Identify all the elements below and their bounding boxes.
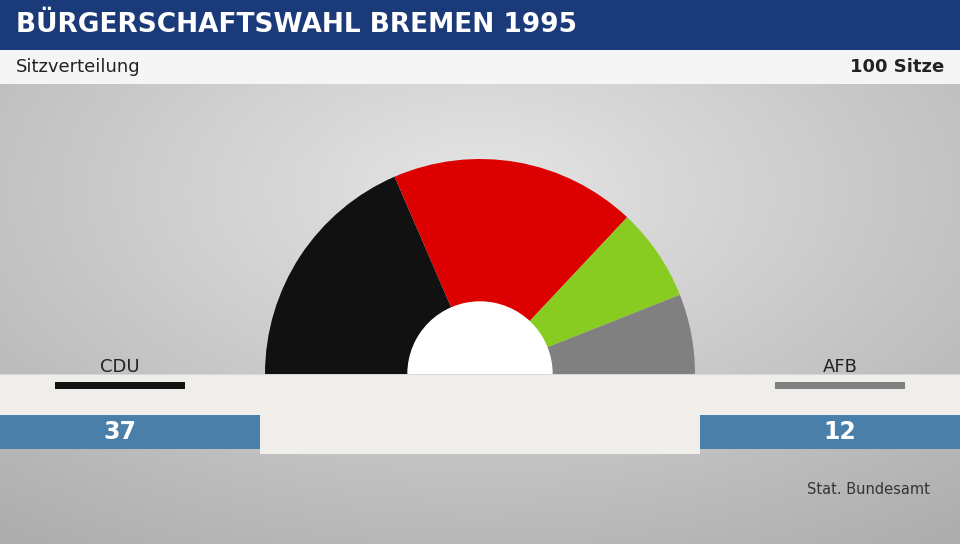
Text: Grüne: Grüne (572, 358, 628, 376)
Text: BÜRGERSCHAFTSWAHL BREMEN 1995: BÜRGERSCHAFTSWAHL BREMEN 1995 (16, 12, 577, 38)
FancyBboxPatch shape (0, 0, 960, 50)
FancyBboxPatch shape (535, 382, 665, 389)
Text: Sitzverteilung: Sitzverteilung (16, 58, 140, 76)
FancyBboxPatch shape (0, 50, 960, 84)
Text: 12: 12 (824, 420, 856, 444)
Wedge shape (265, 177, 451, 374)
FancyBboxPatch shape (260, 374, 700, 454)
FancyBboxPatch shape (55, 382, 185, 389)
FancyBboxPatch shape (0, 374, 960, 449)
Wedge shape (395, 159, 627, 322)
Text: CDU: CDU (100, 358, 140, 376)
Text: 37: 37 (104, 420, 136, 444)
Text: AFB: AFB (823, 358, 857, 376)
FancyBboxPatch shape (775, 382, 905, 389)
Wedge shape (547, 295, 695, 374)
Wedge shape (529, 217, 680, 348)
Circle shape (408, 302, 552, 446)
Text: 37: 37 (344, 420, 376, 444)
FancyBboxPatch shape (295, 382, 425, 389)
Text: 100 Sitze: 100 Sitze (850, 58, 944, 76)
FancyBboxPatch shape (0, 415, 960, 449)
Text: 14: 14 (584, 420, 616, 444)
Text: SPD: SPD (342, 358, 378, 376)
Text: Stat. Bundesamt: Stat. Bundesamt (807, 481, 930, 497)
